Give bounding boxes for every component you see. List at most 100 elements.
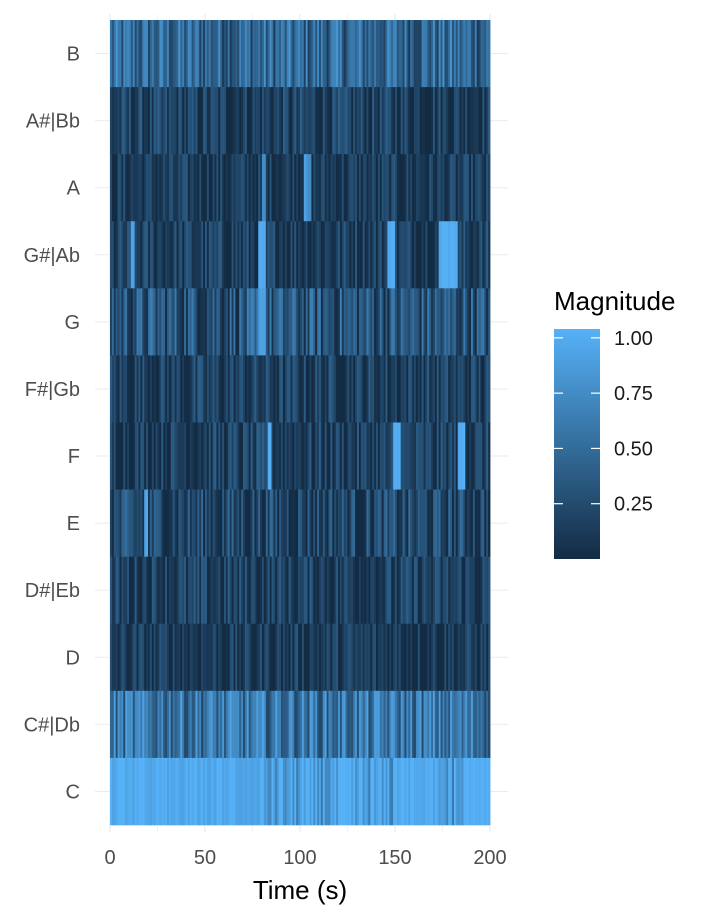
heatmap-cell [129, 422, 132, 490]
heatmap-cell [231, 154, 234, 222]
heatmap-cell [415, 20, 419, 88]
heatmap-cell [199, 623, 202, 692]
heatmap-cell [224, 20, 227, 88]
heatmap-cell [267, 355, 270, 423]
heatmap-cell [320, 422, 324, 490]
heatmap-cell [296, 757, 299, 826]
heatmap-cell [110, 757, 113, 826]
heatmap-cell [284, 757, 288, 826]
heatmap-cell [140, 221, 143, 289]
heatmap-cell [358, 355, 362, 423]
heatmap-cell [130, 355, 134, 423]
heatmap-cell [311, 422, 314, 490]
heatmap-cell [370, 154, 373, 222]
heatmap-cell [463, 489, 466, 557]
heatmap-cell [438, 355, 441, 423]
heatmap-cell [322, 623, 326, 692]
heatmap-cell [206, 221, 210, 289]
heatmap-cell [296, 154, 299, 222]
heatmap-cell [248, 489, 251, 557]
heatmap-cell [146, 757, 149, 826]
heatmap-cell [138, 489, 141, 557]
heatmap-cell [385, 556, 388, 625]
heatmap-cell [444, 422, 447, 490]
heatmap-cell [119, 690, 122, 759]
heatmap-cell [431, 221, 434, 289]
heatmap-cell [115, 355, 118, 423]
heatmap-cell [404, 690, 407, 759]
heatmap-cell [121, 623, 124, 692]
heatmap-cell [174, 87, 177, 155]
heatmap-cell [286, 154, 289, 222]
y-tick-label: F [68, 446, 80, 468]
heatmap-cell [222, 690, 225, 759]
heatmap-cell [203, 623, 206, 692]
heatmap-cell [246, 489, 250, 557]
heatmap-cell [111, 757, 115, 826]
heatmap-cell [218, 623, 221, 692]
heatmap-cell [265, 87, 269, 155]
heatmap-cell [286, 20, 289, 88]
heatmap-cell [319, 20, 322, 88]
heatmap-cell [273, 221, 276, 289]
heatmap-cell [151, 154, 155, 222]
heatmap-cell [332, 489, 335, 557]
heatmap-cell [427, 221, 430, 289]
heatmap-cell [117, 288, 120, 356]
heatmap-cell [353, 355, 356, 423]
heatmap-cell [127, 20, 130, 88]
heatmap-cell [298, 87, 301, 155]
heatmap-cell [138, 87, 141, 155]
heatmap-cell [362, 489, 365, 557]
y-tick-label: A#|Bb [26, 111, 80, 133]
heatmap-cell [332, 288, 335, 356]
heatmap-cell [488, 690, 491, 759]
heatmap-cell [258, 623, 261, 692]
heatmap-cell [267, 87, 270, 155]
heatmap-cell [182, 87, 185, 155]
heatmap-cell [170, 690, 174, 759]
heatmap-cell [353, 556, 356, 625]
heatmap-cell [478, 489, 481, 557]
heatmap-cell [438, 422, 441, 490]
heatmap-cell [193, 288, 196, 356]
heatmap-cell [455, 422, 459, 490]
heatmap-cell [301, 20, 305, 88]
heatmap-cell [374, 355, 377, 423]
heatmap-cell [254, 489, 257, 557]
heatmap-cell [300, 556, 303, 625]
heatmap-cell [347, 221, 350, 289]
heatmap-cell [383, 556, 386, 625]
heatmap-cell [488, 355, 491, 423]
heatmap-cell [301, 154, 305, 222]
heatmap-cell [231, 221, 234, 289]
heatmap-cell [151, 623, 155, 692]
heatmap-cell [328, 87, 331, 155]
heatmap-cell [159, 355, 162, 423]
heatmap-cell [324, 623, 327, 692]
heatmap-cell [322, 87, 326, 155]
heatmap-cell [410, 20, 413, 88]
heatmap-cell [387, 221, 390, 289]
heatmap-cell [324, 87, 327, 155]
heatmap-cell [189, 489, 193, 557]
heatmap-cell [256, 154, 259, 222]
heatmap-cell [347, 87, 350, 155]
heatmap-cell [187, 154, 191, 222]
heatmap-cell [277, 623, 280, 692]
heatmap-cell [450, 690, 453, 759]
heatmap-cell [377, 623, 381, 692]
heatmap-cell [222, 623, 225, 692]
heatmap-cell [284, 154, 288, 222]
heatmap-cell [351, 87, 354, 155]
heatmap-cell [339, 20, 343, 88]
heatmap-cell [180, 489, 183, 557]
heatmap-cell [174, 690, 177, 759]
heatmap-cell [474, 221, 478, 289]
heatmap-cell [300, 20, 303, 88]
heatmap-cell [111, 690, 115, 759]
heatmap-cell [282, 20, 286, 88]
heatmap-cell [450, 489, 453, 557]
heatmap-cell [258, 690, 261, 759]
heatmap-cell [372, 355, 375, 423]
